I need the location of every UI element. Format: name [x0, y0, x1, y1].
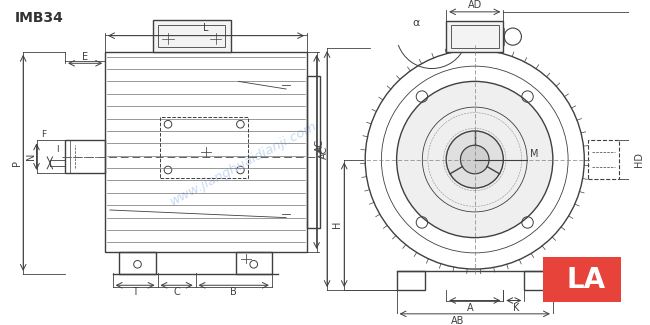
Text: M: M [530, 149, 538, 159]
Text: N: N [26, 153, 36, 160]
Text: ®: ® [613, 257, 621, 266]
Bar [65, 140, 105, 173]
Polygon shape [543, 257, 621, 302]
Text: AC: AC [315, 138, 324, 152]
Text: I: I [56, 146, 58, 154]
Bar [588, 140, 619, 178]
Bar [525, 271, 553, 290]
Bar [159, 25, 225, 47]
Text: AB: AB [451, 317, 464, 325]
Text: HD: HD [634, 152, 644, 167]
Text: AC: AC [319, 145, 330, 159]
Text: E: E [82, 52, 88, 62]
Circle shape [446, 131, 503, 188]
Bar [105, 52, 307, 252]
Bar [236, 252, 272, 274]
Bar [161, 117, 248, 177]
Circle shape [396, 81, 553, 238]
Text: www.jianghuaidianji.com: www.jianghuaidianji.com [168, 119, 319, 208]
Bar [153, 20, 231, 52]
Text: K: K [512, 303, 519, 313]
Bar [120, 252, 155, 274]
Text: α: α [412, 18, 419, 28]
Text: IMB34: IMB34 [14, 11, 64, 25]
Text: LA: LA [567, 266, 606, 294]
Text: H: H [332, 221, 342, 228]
Circle shape [460, 145, 489, 174]
Text: P: P [12, 160, 21, 166]
Text: C: C [173, 287, 180, 297]
Text: T: T [132, 287, 138, 297]
Text: F: F [42, 130, 47, 139]
Text: L: L [203, 23, 209, 33]
Text: B: B [230, 287, 237, 297]
Bar [396, 271, 425, 290]
Bar [307, 76, 320, 228]
Bar [451, 25, 499, 48]
Text: AD: AD [467, 0, 482, 10]
Text: A: A [467, 303, 473, 313]
Bar [446, 21, 503, 52]
